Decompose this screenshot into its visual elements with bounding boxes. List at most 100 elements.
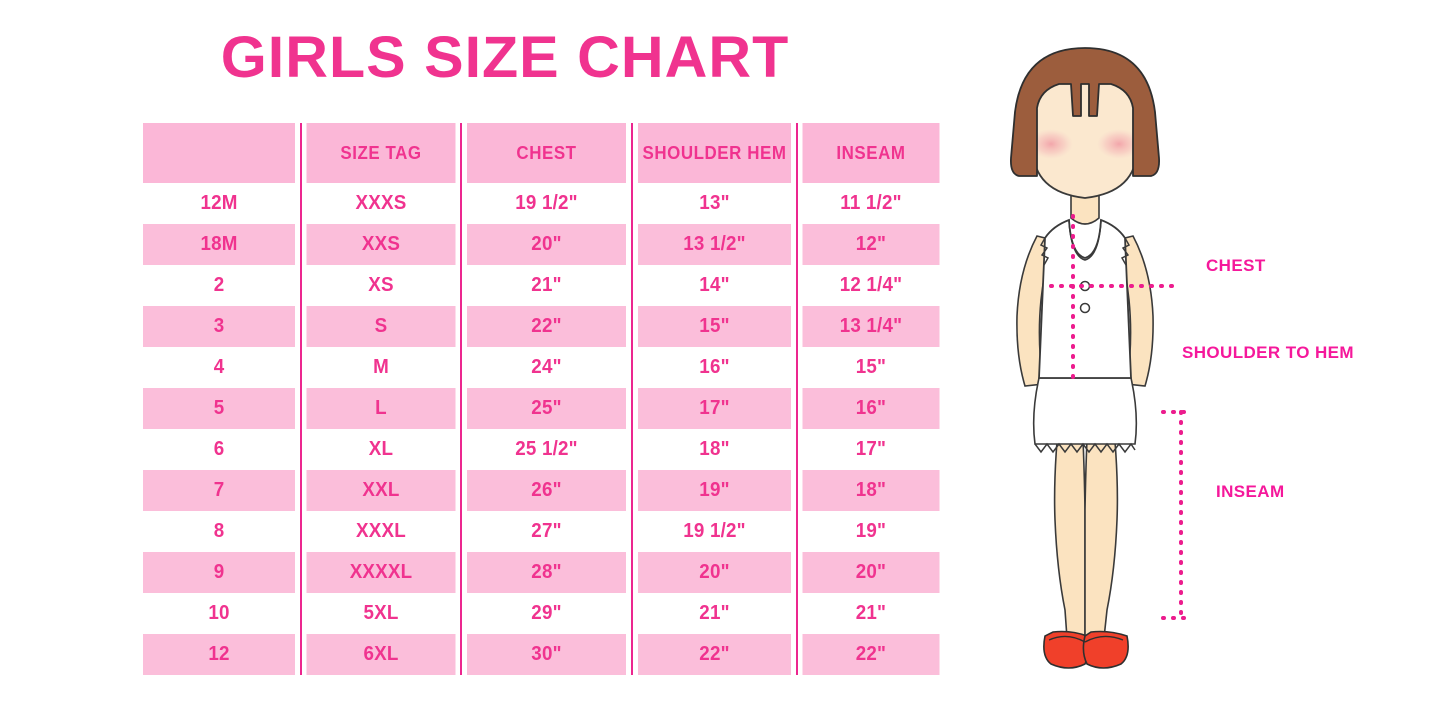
cell-inseam: 12 1/4" bbox=[801, 265, 940, 306]
cell-size-tag: L bbox=[305, 388, 458, 429]
cell-size: 10 bbox=[142, 593, 298, 634]
cell-shoulder-hem: 22" bbox=[636, 634, 793, 675]
cell-size: 8 bbox=[142, 511, 298, 552]
table-row: 3 S 22" 15" 13 1/4" bbox=[138, 306, 944, 347]
cell-shoulder-hem: 13 1/2" bbox=[636, 224, 793, 265]
cell-chest: 24" bbox=[466, 347, 628, 388]
cell-size: 12 bbox=[142, 634, 298, 675]
cell-inseam: 20" bbox=[801, 552, 940, 593]
cell-size-tag: 5XL bbox=[305, 593, 458, 634]
cell-inseam: 18" bbox=[801, 470, 940, 511]
table-row: 7 XXL 26" 19" 18" bbox=[138, 470, 944, 511]
cell-size-tag: XS bbox=[305, 265, 458, 306]
cell-chest: 21" bbox=[466, 265, 628, 306]
shoulder-to-hem-label: SHOULDER TO HEM bbox=[1182, 343, 1354, 362]
header-cell-size bbox=[142, 123, 298, 183]
cell-size: 3 bbox=[142, 306, 298, 347]
table-header-row: SIZE TAG CHEST SHOULDER HEM INSEAM bbox=[138, 123, 944, 183]
cell-size-tag: XXXL bbox=[305, 511, 458, 552]
cell-size: 9 bbox=[142, 552, 298, 593]
cell-chest: 20" bbox=[466, 224, 628, 265]
cell-chest: 26" bbox=[466, 470, 628, 511]
cell-size: 2 bbox=[142, 265, 298, 306]
cell-inseam: 11 1/2" bbox=[801, 183, 940, 224]
table-row: 8 XXXL 27" 19 1/2" 19" bbox=[138, 511, 944, 552]
cell-size-tag: XL bbox=[305, 429, 458, 470]
cell-size-tag: XXS bbox=[305, 224, 458, 265]
header-cell-shoulder-hem: SHOULDER HEM bbox=[636, 123, 793, 183]
cell-chest: 28" bbox=[466, 552, 628, 593]
shoe-strap-right bbox=[1084, 635, 1124, 643]
cell-size: 18M bbox=[142, 224, 298, 265]
cell-chest: 19 1/2" bbox=[466, 183, 628, 224]
cell-size-tag: M bbox=[305, 347, 458, 388]
cell-chest: 22" bbox=[466, 306, 628, 347]
shoe-right bbox=[1082, 630, 1129, 669]
table-row: 4 M 24" 16" 15" bbox=[138, 347, 944, 388]
neckline bbox=[1068, 219, 1102, 261]
cell-size: 12M bbox=[142, 183, 298, 224]
table-row: 9 XXXXL 28" 20" 20" bbox=[138, 552, 944, 593]
cell-inseam: 22" bbox=[801, 634, 940, 675]
shoe-left bbox=[1043, 630, 1090, 669]
chest-label: CHEST bbox=[1206, 256, 1266, 275]
table-header: SIZE TAG CHEST SHOULDER HEM INSEAM bbox=[138, 123, 944, 183]
table-row: 12M XXXS 19 1/2" 13" 11 1/2" bbox=[138, 183, 944, 224]
cell-shoulder-hem: 19 1/2" bbox=[636, 511, 793, 552]
neck-shape bbox=[1070, 189, 1100, 225]
cell-shoulder-hem: 18" bbox=[636, 429, 793, 470]
blush-right bbox=[1097, 129, 1141, 159]
table-body: 12M XXXS 19 1/2" 13" 11 1/2" 18M XXS 20" 13 1/2"… bbox=[138, 183, 944, 675]
top-bodice bbox=[1038, 218, 1132, 379]
cell-shoulder-hem: 21" bbox=[636, 593, 793, 634]
cell-shoulder-hem: 16" bbox=[636, 347, 793, 388]
table-row: 5 L 25" 17" 16" bbox=[138, 388, 944, 429]
cell-size-tag: XXXXL bbox=[305, 552, 458, 593]
cell-inseam: 19" bbox=[801, 511, 940, 552]
cell-size-tag: XXXS bbox=[305, 183, 458, 224]
table-row: 18M XXS 20" 13 1/2" 12" bbox=[138, 224, 944, 265]
cell-inseam: 12" bbox=[801, 224, 940, 265]
cell-shoulder-hem: 17" bbox=[636, 388, 793, 429]
table-row: 10 5XL 29" 21" 21" bbox=[138, 593, 944, 634]
cell-shoulder-hem: 13" bbox=[636, 183, 793, 224]
cell-size-tag: XXL bbox=[305, 470, 458, 511]
cell-shoulder-hem: 19" bbox=[636, 470, 793, 511]
cell-inseam: 17" bbox=[801, 429, 940, 470]
size-chart-table: SIZE TAG CHEST SHOULDER HEM INSEAM 12M XX… bbox=[138, 123, 944, 675]
cell-inseam: 13 1/4" bbox=[801, 306, 940, 347]
header-cell-inseam: INSEAM bbox=[801, 123, 940, 183]
table-row: 2 XS 21" 14" 12 1/4" bbox=[138, 265, 944, 306]
button-bottom bbox=[1079, 302, 1091, 314]
leg-right bbox=[1084, 399, 1119, 644]
cell-size: 4 bbox=[142, 347, 298, 388]
page-title: GIRLS SIZE CHART bbox=[220, 25, 790, 90]
cell-chest: 29" bbox=[466, 593, 628, 634]
cell-shoulder-hem: 14" bbox=[636, 265, 793, 306]
header-cell-chest: CHEST bbox=[466, 123, 628, 183]
cell-shoulder-hem: 20" bbox=[636, 552, 793, 593]
cell-inseam: 21" bbox=[801, 593, 940, 634]
girl-figure-illustration bbox=[985, 40, 1445, 700]
cell-chest: 27" bbox=[466, 511, 628, 552]
cell-size-tag: S bbox=[305, 306, 458, 347]
shoulder-ruffle-right bbox=[1120, 237, 1131, 266]
leg-left bbox=[1053, 399, 1086, 644]
table-row: 6 XL 25 1/2" 18" 17" bbox=[138, 429, 944, 470]
inseam-label: INSEAM bbox=[1216, 482, 1285, 501]
shoulder-ruffle-left bbox=[1039, 237, 1050, 266]
cell-size: 5 bbox=[142, 388, 298, 429]
cell-inseam: 15" bbox=[801, 347, 940, 388]
skirt-ruffle-hem bbox=[1034, 442, 1136, 454]
cell-chest: 25 1/2" bbox=[466, 429, 628, 470]
cell-size-tag: 6XL bbox=[305, 634, 458, 675]
cell-size: 7 bbox=[142, 470, 298, 511]
cell-inseam: 16" bbox=[801, 388, 940, 429]
table-row: 12 6XL 30" 22" 22" bbox=[138, 634, 944, 675]
cell-shoulder-hem: 15" bbox=[636, 306, 793, 347]
blush-left bbox=[1029, 129, 1073, 159]
skirt-shape bbox=[1032, 377, 1138, 445]
cell-chest: 30" bbox=[466, 634, 628, 675]
cell-size: 6 bbox=[142, 429, 298, 470]
cell-chest: 25" bbox=[466, 388, 628, 429]
